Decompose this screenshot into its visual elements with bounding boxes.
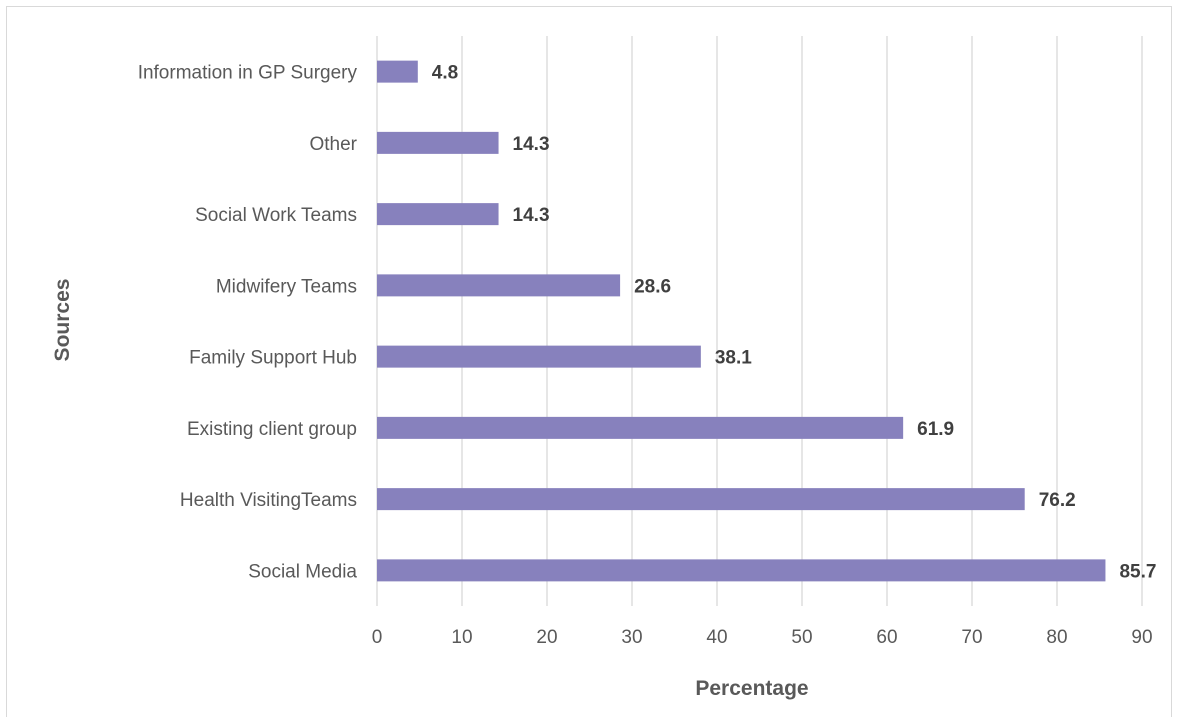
category-labels: Information in GP Surgery Other Social Wo… — [138, 63, 358, 583]
category-label: Health VisitingTeams — [180, 490, 357, 511]
x-tick-label: 50 — [791, 627, 812, 648]
x-axis-title: Percentage — [695, 677, 808, 700]
bar — [377, 274, 621, 297]
category-label: Existing client group — [187, 419, 357, 440]
data-label: 4.8 — [432, 63, 458, 84]
bars — [377, 60, 1106, 582]
bar — [377, 131, 499, 154]
bar — [377, 203, 499, 226]
category-label: Midwifery Teams — [216, 276, 357, 297]
x-tick-label: 90 — [1131, 627, 1152, 648]
x-tick-labels: 0 10 20 30 40 50 60 70 80 90 — [372, 627, 1153, 648]
x-tick-label: 20 — [536, 627, 557, 648]
bar — [377, 60, 418, 83]
x-tick-label: 0 — [372, 627, 383, 648]
category-label: Family Support Hub — [189, 348, 357, 369]
data-labels: 4.8 14.3 14.3 28.6 38.1 61.9 76.2 85.7 — [432, 63, 1157, 583]
x-tick-label: 80 — [1046, 627, 1067, 648]
bar — [377, 345, 701, 368]
bar — [377, 559, 1106, 582]
data-label: 85.7 — [1119, 561, 1156, 582]
data-label: 14.3 — [513, 205, 550, 226]
y-axis-title: Sources — [51, 279, 74, 362]
data-label: 14.3 — [513, 134, 550, 155]
data-label: 76.2 — [1039, 490, 1076, 511]
category-label: Social Media — [248, 561, 357, 582]
bar — [377, 488, 1025, 511]
bar — [377, 416, 904, 439]
x-tick-label: 10 — [451, 627, 472, 648]
gridlines — [376, 36, 1143, 606]
category-label: Other — [309, 134, 357, 155]
data-label: 61.9 — [917, 419, 954, 440]
x-tick-label: 60 — [876, 627, 897, 648]
x-tick-label: 30 — [621, 627, 642, 648]
category-label: Social Work Teams — [195, 205, 357, 226]
data-label: 28.6 — [634, 276, 671, 297]
x-tick-label: 70 — [961, 627, 982, 648]
data-label: 38.1 — [715, 348, 752, 369]
category-label: Information in GP Surgery — [138, 63, 358, 84]
x-tick-label: 40 — [706, 627, 727, 648]
